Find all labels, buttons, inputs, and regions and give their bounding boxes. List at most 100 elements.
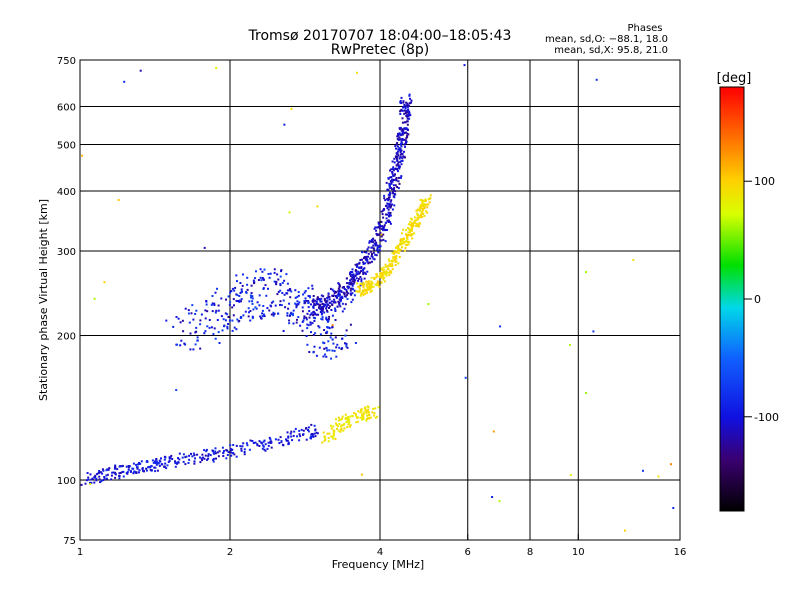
data-point <box>363 407 366 410</box>
data-point <box>341 302 344 305</box>
data-point <box>390 176 393 179</box>
data-point <box>203 457 206 460</box>
data-point <box>84 482 87 485</box>
data-point <box>212 460 215 463</box>
data-point <box>366 260 369 263</box>
data-point <box>395 164 398 167</box>
data-point <box>379 232 382 235</box>
data-point <box>404 142 407 145</box>
data-point <box>101 468 104 471</box>
data-point <box>394 145 397 148</box>
data-point <box>153 466 156 469</box>
data-point <box>330 309 333 311</box>
data-point <box>387 268 390 270</box>
data-point <box>335 423 338 426</box>
data-point <box>324 438 327 441</box>
data-point <box>400 163 403 166</box>
data-point <box>214 450 217 453</box>
data-point <box>298 433 301 436</box>
data-point <box>399 165 401 168</box>
data-point <box>232 444 235 446</box>
data-point <box>256 301 259 304</box>
data-point <box>272 300 275 303</box>
data-point <box>393 178 396 181</box>
data-point <box>365 280 368 283</box>
data-point <box>202 456 204 459</box>
data-point <box>343 422 346 425</box>
data-point <box>392 178 395 181</box>
data-point <box>399 113 402 115</box>
data-point <box>345 342 348 345</box>
data-point <box>408 110 411 113</box>
data-point <box>364 272 367 275</box>
data-point <box>363 257 366 260</box>
data-point <box>357 279 360 282</box>
data-point <box>396 138 399 140</box>
data-point <box>280 270 282 273</box>
data-point <box>345 421 348 424</box>
data-point <box>321 318 324 321</box>
data-point <box>349 271 352 274</box>
data-point <box>359 294 362 297</box>
data-point <box>407 231 410 234</box>
data-point <box>382 227 385 230</box>
data-point <box>210 303 213 306</box>
data-point <box>214 311 217 314</box>
data-point <box>301 306 304 309</box>
data-point <box>328 327 331 330</box>
data-point <box>362 273 365 275</box>
data-point <box>235 444 238 447</box>
data-point <box>397 154 400 157</box>
data-point <box>368 282 371 285</box>
data-point <box>357 410 360 413</box>
data-point <box>240 447 243 450</box>
data-point <box>247 307 250 310</box>
data-point <box>339 430 342 433</box>
data-point <box>326 296 329 299</box>
data-point <box>145 467 148 470</box>
data-point <box>268 276 271 279</box>
data-point <box>150 465 153 468</box>
data-point <box>395 246 397 249</box>
data-point <box>365 258 368 261</box>
data-point <box>363 411 366 414</box>
data-point <box>154 466 157 469</box>
data-point <box>350 281 353 284</box>
data-point <box>378 275 381 278</box>
data-point <box>105 477 108 480</box>
axes-layer: 1 2 4 6 8 10 16 75 100 200 300 400 500 600 750 <box>57 56 686 558</box>
colorbar-gradient <box>719 86 745 512</box>
data-point <box>231 287 234 290</box>
data-point <box>285 273 288 276</box>
data-point <box>385 274 388 277</box>
data-point <box>345 289 348 292</box>
data-point <box>362 281 365 284</box>
data-point <box>89 481 91 484</box>
data-point <box>378 233 381 236</box>
data-point <box>190 452 192 455</box>
data-point <box>401 131 404 134</box>
data-point <box>406 236 409 239</box>
data-point <box>195 309 198 312</box>
data-point <box>401 152 404 155</box>
data-point <box>286 289 289 292</box>
data-point <box>278 442 281 445</box>
data-point <box>402 242 405 245</box>
data-point <box>261 309 264 312</box>
data-point <box>290 430 293 433</box>
data-point <box>365 255 368 258</box>
data-point <box>325 307 328 310</box>
data-point <box>163 455 166 458</box>
data-point <box>178 452 181 455</box>
data-point <box>307 306 310 309</box>
data-point <box>337 282 340 285</box>
data-point <box>373 414 376 417</box>
data-point <box>403 112 406 115</box>
data-point <box>340 290 343 293</box>
data-point <box>290 290 293 293</box>
data-point <box>332 342 335 345</box>
data-point <box>408 111 411 114</box>
data-point <box>355 273 358 276</box>
y-tick-label: 600 <box>57 103 76 114</box>
data-point <box>232 314 235 317</box>
